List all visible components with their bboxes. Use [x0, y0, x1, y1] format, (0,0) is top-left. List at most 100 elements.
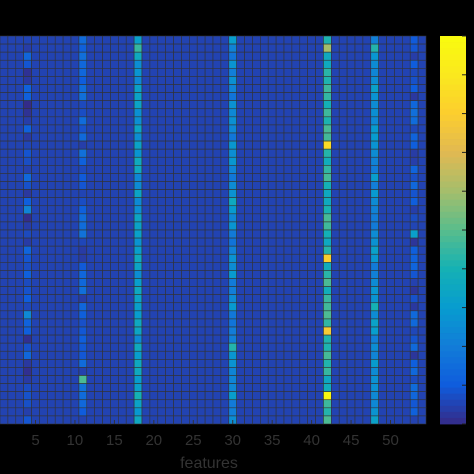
heatmap-cell: [54, 391, 64, 401]
heatmap-cell: [102, 59, 111, 69]
heatmap-cell: [362, 302, 372, 312]
heatmap-cell: [283, 415, 293, 425]
heatmap-cell: [244, 399, 253, 409]
heatmap-cell: [299, 278, 308, 287]
heatmap-cell: [244, 350, 253, 360]
heatmap-cell: [228, 391, 237, 401]
heatmap-cell: [70, 262, 80, 271]
heatmap-cell: [47, 286, 56, 295]
heatmap-cell: [236, 334, 245, 344]
heatmap-cell: [196, 116, 206, 126]
heatmap-cell: [409, 165, 419, 174]
heatmap-cell: [70, 286, 80, 295]
heatmap-cell: [62, 245, 72, 255]
heatmap-cell: [181, 237, 190, 247]
colorbar-segment: [440, 211, 466, 219]
heatmap-cell: [102, 367, 111, 376]
heatmap-cell: [149, 270, 159, 279]
heatmap-cell: [315, 165, 324, 174]
heatmap-cell: [165, 245, 174, 255]
heatmap-cell: [31, 205, 40, 215]
heatmap-cell: [78, 237, 88, 247]
heatmap-cell: [0, 205, 9, 215]
heatmap-cell: [378, 59, 387, 69]
heatmap-cell: [196, 334, 206, 344]
heatmap-cell: [70, 221, 80, 231]
heatmap-cell: [23, 278, 32, 287]
heatmap-cell: [402, 342, 411, 352]
heatmap-cell: [86, 100, 95, 110]
heatmap-cell: [110, 399, 119, 409]
heatmap-cell: [283, 245, 293, 255]
heatmap-cell: [125, 116, 135, 126]
heatmap-cell: [331, 407, 340, 417]
heatmap-cell: [212, 229, 222, 239]
heatmap-cell: [338, 375, 348, 384]
heatmap-cell: [291, 342, 301, 352]
heatmap-cell: [331, 262, 340, 271]
heatmap-cell: [181, 359, 190, 368]
heatmap-cell: [62, 302, 72, 312]
heatmap-cell: [23, 156, 32, 166]
heatmap-cell: [331, 148, 340, 158]
heatmap-cell: [409, 375, 419, 384]
colorbar-segment: [440, 60, 466, 67]
heatmap-cell: [362, 359, 372, 368]
heatmap-cell: [338, 116, 348, 126]
heatmap-cell: [386, 68, 395, 77]
heatmap-cell: [283, 156, 293, 166]
heatmap-cell: [236, 407, 245, 417]
heatmap-cell: [70, 197, 80, 207]
heatmap-cell: [110, 116, 119, 126]
heatmap-cell: [402, 375, 411, 384]
heatmap-cell: [402, 253, 411, 263]
heatmap-cell: [189, 76, 198, 85]
heatmap-cell: [386, 253, 395, 263]
heatmap-cell: [362, 51, 372, 61]
heatmap-cell: [275, 76, 285, 85]
heatmap-cell: [102, 342, 111, 352]
heatmap-cell: [323, 124, 332, 134]
heatmap-cell: [362, 245, 372, 255]
heatmap-cell: [141, 399, 151, 409]
heatmap-cell: [323, 367, 332, 376]
heatmap-cell: [394, 43, 403, 53]
heatmap-cell: [331, 334, 340, 344]
heatmap-cell: [70, 213, 80, 223]
heatmap-cell: [133, 108, 143, 118]
heatmap-cell: [78, 132, 88, 142]
heatmap-cell: [157, 76, 166, 85]
heatmap-cell: [275, 278, 285, 287]
heatmap-cell: [173, 237, 182, 247]
heatmap-cell: [228, 399, 237, 409]
heatmap-cell: [54, 84, 64, 93]
heatmap-cell: [102, 278, 111, 287]
heatmap-cell: [386, 302, 395, 312]
heatmap-cell: [133, 237, 143, 247]
heatmap-cell: [7, 334, 17, 344]
heatmap-cell: [173, 383, 182, 392]
heatmap-cell: [267, 278, 277, 287]
heatmap-cell: [125, 108, 135, 118]
heatmap-cell: [54, 359, 64, 368]
heatmap-cell: [110, 302, 119, 312]
heatmap-cell: [307, 318, 316, 328]
heatmap-cell: [394, 237, 403, 247]
heatmap-cell: [402, 383, 411, 392]
heatmap-cell: [165, 205, 174, 215]
heatmap-cell: [189, 189, 198, 198]
heatmap-cell: [236, 140, 245, 150]
heatmap-cell: [275, 140, 285, 150]
heatmap-cell: [299, 76, 308, 85]
heatmap-cell: [70, 350, 80, 360]
heatmap-cell: [315, 253, 324, 263]
heatmap-cell: [394, 375, 403, 384]
heatmap-cell: [228, 76, 237, 85]
heatmap-cell: [236, 262, 245, 271]
heatmap-cell: [212, 359, 222, 368]
heatmap-cell: [39, 173, 48, 182]
heatmap-cell: [23, 294, 32, 304]
heatmap-cell: [54, 43, 64, 53]
heatmap-cell: [102, 310, 111, 320]
heatmap-cell: [409, 367, 419, 376]
